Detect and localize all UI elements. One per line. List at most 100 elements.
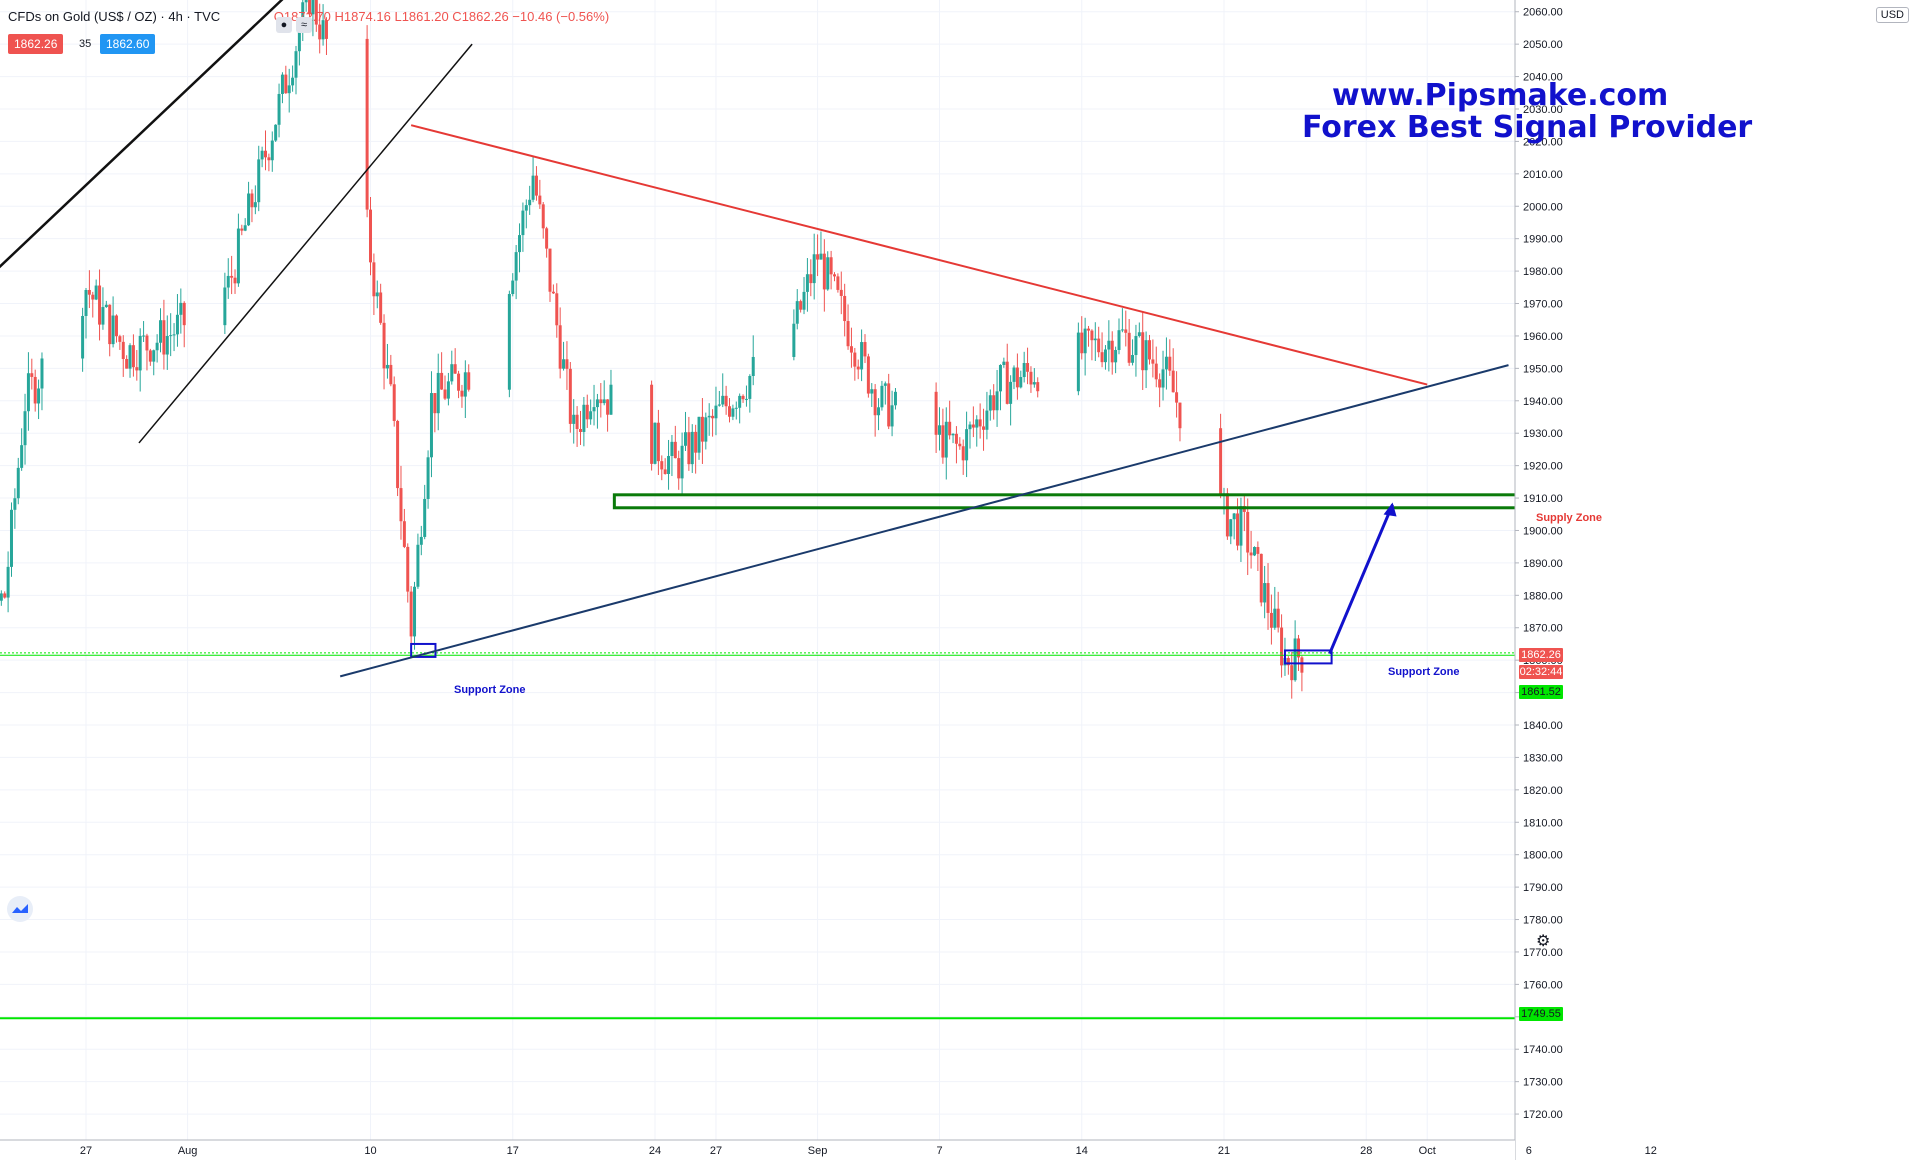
sell-price-button[interactable]: 1862.26	[8, 34, 64, 54]
chart-drawings	[0, 0, 1592, 1020]
channel-upper-line	[0, 0, 284, 269]
candle-body	[653, 422, 657, 464]
wave-icon[interactable]: ≈	[296, 17, 312, 33]
candle-body	[893, 391, 897, 406]
candle-body	[1300, 657, 1304, 673]
candle-body	[162, 320, 166, 355]
candle-body	[443, 389, 447, 399]
candle-body	[1286, 657, 1290, 666]
supply-zone-box	[612, 493, 1592, 510]
candle-body	[1171, 370, 1175, 393]
candle-body	[677, 458, 681, 479]
candle-body	[372, 262, 376, 297]
projection-arrow	[1328, 503, 1394, 655]
candle-body	[829, 257, 833, 275]
candle-body	[270, 140, 274, 161]
candle-body	[548, 248, 552, 292]
candle-body	[839, 289, 843, 296]
price-tick-label: 2000.00	[1523, 201, 1563, 213]
time-tick-label: Oct	[1419, 1145, 1436, 1157]
candle-body	[1276, 608, 1280, 628]
candle-body	[978, 419, 982, 427]
candle-body	[751, 356, 755, 376]
candle-body	[264, 150, 268, 158]
candle-body	[890, 405, 894, 427]
lower-level-tag: 1749.55	[1519, 1007, 1563, 1021]
candle-body	[1026, 363, 1030, 372]
candle-body	[965, 429, 969, 461]
candle-body	[555, 293, 559, 326]
candle-body	[958, 443, 962, 447]
candle-body	[94, 285, 98, 300]
price-tick-label: 1840.00	[1523, 720, 1563, 732]
time-tick-label: 27	[80, 1145, 92, 1157]
candle-body	[406, 546, 410, 592]
candle-body	[809, 274, 813, 284]
candle-body	[694, 431, 698, 453]
candle-body	[667, 455, 671, 474]
candle-body	[253, 202, 257, 208]
candle-body	[152, 350, 156, 362]
candle-body	[822, 253, 826, 290]
candle-body	[860, 342, 864, 370]
candle-body	[423, 498, 427, 537]
candle-body	[3, 593, 7, 598]
candle-body	[169, 335, 173, 337]
candle-body	[1036, 382, 1040, 392]
candle-body	[938, 425, 941, 435]
candle-body	[1012, 367, 1016, 382]
time-tick-label: 12	[1645, 1145, 1657, 1157]
candle-body	[1127, 332, 1131, 363]
candle-body	[1005, 361, 1009, 404]
candle-body	[91, 294, 95, 300]
price-tick-label: 2010.00	[1523, 169, 1563, 181]
candle-body	[1246, 511, 1250, 553]
candle-body	[849, 346, 853, 353]
candle-body	[1252, 547, 1256, 556]
candle-body	[1154, 363, 1158, 380]
candle-body	[954, 433, 958, 444]
candle-body	[880, 385, 884, 408]
candle-body	[1239, 506, 1243, 546]
candle-body	[230, 275, 234, 278]
currency-label[interactable]: USD	[1875, 7, 1909, 23]
candle-body	[294, 51, 298, 78]
candle-body	[941, 425, 945, 458]
time-tick-label: 28	[1360, 1145, 1372, 1157]
candle-body	[1080, 332, 1084, 354]
candle-body	[446, 381, 450, 399]
candle-body	[429, 393, 433, 458]
candle-body	[87, 289, 91, 295]
candle-body	[1168, 356, 1172, 371]
candle-body	[9, 509, 13, 567]
candle-body	[1249, 552, 1253, 556]
candle-body	[142, 335, 146, 337]
candle-body	[1076, 332, 1080, 392]
candle-body	[1263, 583, 1267, 603]
candle-body	[700, 416, 704, 442]
candle-body	[1124, 329, 1128, 333]
candle-body	[1225, 493, 1229, 537]
price-tick-label: 1810.00	[1523, 817, 1563, 829]
candle-body	[84, 289, 88, 316]
last-price-tag: 1862.26	[1519, 648, 1563, 662]
candle-body	[575, 414, 579, 429]
candle-body	[413, 586, 417, 637]
candle-body	[545, 228, 549, 249]
candle-body	[128, 345, 132, 369]
symbol-title[interactable]: CFDs on Gold (US$ / OZ) · 4h · TVC	[8, 9, 221, 24]
candle-body	[568, 368, 572, 424]
price-tick-label: 1880.00	[1523, 590, 1563, 602]
gear-icon[interactable]: ⚙	[1536, 933, 1551, 950]
candle-body	[816, 254, 820, 260]
brand-url: www.Pipsmake.com	[1332, 78, 1669, 113]
candle-body	[802, 291, 806, 310]
tradingview-logo-icon[interactable]	[7, 896, 33, 922]
candle-body	[1131, 355, 1135, 363]
indicator-toggle-icon[interactable]: ●	[276, 17, 292, 33]
candle-body	[1107, 340, 1111, 350]
candle-body	[369, 209, 372, 263]
candle-body	[1158, 379, 1162, 388]
buy-price-button[interactable]: 1862.60	[100, 34, 156, 54]
